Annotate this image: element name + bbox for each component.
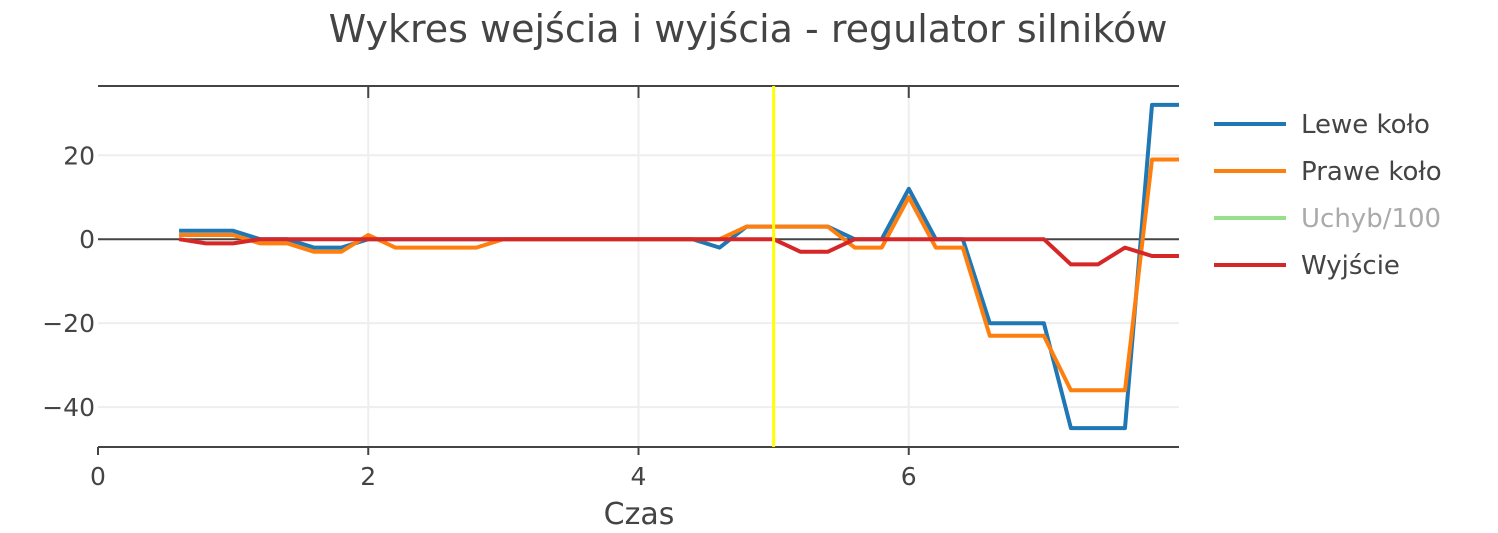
legend-item[interactable]: Lewe koło <box>1214 110 1430 140</box>
tick-layer: 0 2 4 6 20 0 −20 −40 <box>42 141 916 491</box>
y-tick-label: 20 <box>63 141 95 170</box>
y-tick-label: −20 <box>42 309 95 338</box>
series-layer <box>178 102 1179 431</box>
legend-label: Uchyb/100 <box>1301 204 1441 234</box>
series-line-lewe-ko-o <box>179 102 1179 431</box>
legend-item[interactable]: Prawe koło <box>1214 157 1442 187</box>
legend: Lewe koło Prawe koło Uchyb/100 Wyjście <box>1214 110 1442 281</box>
legend-item[interactable]: Wyjście <box>1214 251 1400 281</box>
y-tick-label: 0 <box>79 225 95 254</box>
x-tick-label: 0 <box>90 462 106 491</box>
y-tick-label: −40 <box>42 393 95 422</box>
series-line-wyj-cie <box>178 237 1179 267</box>
series-line-prawe-ko-o <box>179 157 1179 393</box>
x-tick-label: 4 <box>631 462 647 491</box>
x-tick-label: 2 <box>360 462 376 491</box>
legend-label: Lewe koło <box>1301 110 1430 140</box>
x-tick-label: 6 <box>901 462 917 491</box>
legend-label: Wyjście <box>1301 251 1400 281</box>
legend-item[interactable]: Uchyb/100 <box>1214 204 1441 234</box>
legend-label: Prawe koło <box>1301 157 1442 187</box>
grid-layer <box>98 86 1179 447</box>
chart-title: Wykres wejścia i wyjścia - regulator sil… <box>329 7 1168 51</box>
plot-area[interactable] <box>178 102 1179 431</box>
x-axis-title: Czas <box>604 497 675 532</box>
